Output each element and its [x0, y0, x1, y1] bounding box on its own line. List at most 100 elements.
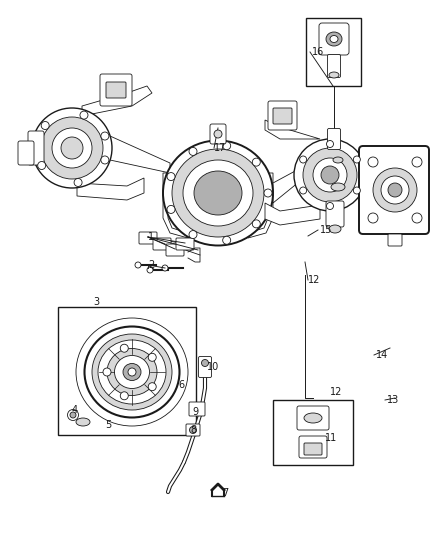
Text: 17: 17 — [214, 143, 226, 153]
Ellipse shape — [98, 340, 166, 404]
FancyBboxPatch shape — [299, 436, 327, 458]
Circle shape — [223, 236, 231, 244]
FancyBboxPatch shape — [106, 82, 126, 98]
Ellipse shape — [92, 334, 172, 410]
Circle shape — [162, 265, 168, 271]
Text: 5: 5 — [105, 420, 111, 430]
Circle shape — [223, 142, 231, 150]
Circle shape — [190, 426, 197, 433]
Ellipse shape — [61, 137, 83, 159]
Bar — [58, 307, 196, 435]
Ellipse shape — [107, 349, 157, 395]
Ellipse shape — [329, 225, 341, 233]
Circle shape — [264, 189, 272, 197]
Circle shape — [80, 111, 88, 119]
Text: 8: 8 — [190, 425, 196, 435]
Ellipse shape — [194, 171, 242, 215]
Ellipse shape — [329, 72, 339, 78]
Circle shape — [38, 161, 46, 169]
FancyBboxPatch shape — [139, 232, 157, 244]
Text: 14: 14 — [376, 350, 388, 360]
Text: 9: 9 — [192, 407, 198, 417]
FancyBboxPatch shape — [268, 101, 297, 130]
Circle shape — [167, 173, 175, 181]
Circle shape — [148, 353, 156, 361]
FancyBboxPatch shape — [328, 128, 340, 149]
Circle shape — [147, 267, 153, 273]
FancyBboxPatch shape — [189, 402, 205, 416]
Circle shape — [388, 183, 402, 197]
Ellipse shape — [304, 413, 322, 423]
Circle shape — [353, 156, 360, 163]
Circle shape — [373, 168, 417, 212]
Text: 10: 10 — [207, 362, 219, 372]
Ellipse shape — [32, 108, 112, 188]
Ellipse shape — [303, 148, 357, 202]
Ellipse shape — [333, 157, 343, 163]
FancyBboxPatch shape — [210, 124, 226, 144]
Polygon shape — [265, 120, 320, 139]
Circle shape — [201, 359, 208, 367]
Circle shape — [70, 412, 76, 418]
Text: 13: 13 — [387, 395, 399, 405]
Ellipse shape — [76, 418, 90, 426]
Text: 6: 6 — [178, 380, 184, 390]
Circle shape — [120, 392, 128, 400]
Text: 16: 16 — [312, 47, 324, 57]
Circle shape — [41, 122, 49, 130]
Circle shape — [148, 383, 156, 391]
Circle shape — [74, 179, 82, 187]
Ellipse shape — [294, 139, 366, 211]
Ellipse shape — [128, 368, 136, 376]
Bar — [306, 18, 361, 86]
Circle shape — [252, 220, 260, 228]
Ellipse shape — [123, 364, 141, 381]
Circle shape — [189, 148, 197, 156]
Circle shape — [412, 157, 422, 167]
FancyBboxPatch shape — [319, 23, 349, 55]
FancyBboxPatch shape — [166, 244, 184, 256]
Circle shape — [101, 156, 109, 164]
Ellipse shape — [313, 158, 347, 192]
FancyBboxPatch shape — [186, 424, 200, 436]
Circle shape — [103, 368, 111, 376]
FancyBboxPatch shape — [28, 131, 44, 165]
Polygon shape — [265, 203, 320, 225]
Circle shape — [101, 132, 109, 140]
Polygon shape — [77, 178, 144, 200]
Ellipse shape — [330, 36, 338, 43]
Text: 4: 4 — [72, 405, 78, 415]
FancyBboxPatch shape — [326, 201, 344, 227]
Ellipse shape — [331, 183, 345, 191]
Circle shape — [353, 187, 360, 194]
Text: 15: 15 — [320, 225, 332, 235]
Ellipse shape — [172, 149, 264, 237]
Ellipse shape — [321, 166, 339, 184]
FancyBboxPatch shape — [153, 238, 171, 250]
Bar — [273, 400, 353, 465]
Circle shape — [67, 409, 78, 421]
Circle shape — [300, 187, 307, 194]
Circle shape — [326, 141, 333, 148]
Polygon shape — [110, 136, 170, 173]
Circle shape — [214, 130, 222, 138]
Ellipse shape — [183, 160, 253, 226]
Polygon shape — [82, 86, 152, 116]
Polygon shape — [310, 163, 363, 198]
FancyBboxPatch shape — [304, 443, 322, 455]
Ellipse shape — [52, 128, 92, 168]
Circle shape — [189, 231, 197, 239]
FancyBboxPatch shape — [18, 141, 34, 165]
Circle shape — [412, 213, 422, 223]
FancyBboxPatch shape — [388, 234, 402, 246]
Text: 12: 12 — [330, 387, 343, 397]
FancyBboxPatch shape — [297, 406, 329, 430]
Text: 11: 11 — [325, 433, 337, 443]
Polygon shape — [248, 173, 273, 238]
Text: 1: 1 — [148, 232, 154, 242]
FancyBboxPatch shape — [198, 357, 212, 377]
FancyBboxPatch shape — [359, 146, 429, 234]
Circle shape — [326, 203, 333, 209]
Circle shape — [300, 156, 307, 163]
Polygon shape — [273, 163, 310, 203]
